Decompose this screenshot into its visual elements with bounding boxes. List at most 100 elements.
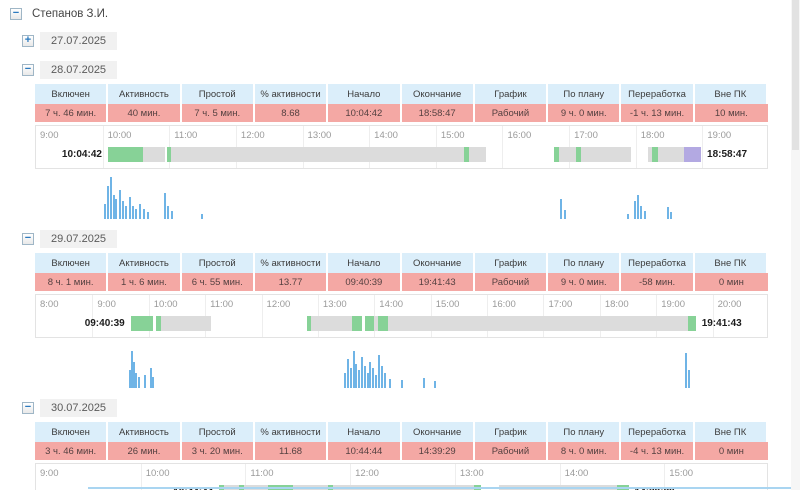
hour-tick-label: 13:00 bbox=[307, 130, 332, 141]
stat-cell: 13.77 bbox=[254, 273, 329, 291]
day-block: Включен Активность Простой% активности Нача… bbox=[35, 422, 768, 490]
session-end-time: 19:41:43 bbox=[701, 318, 742, 329]
timeline-hour-cell: 18:00 bbox=[635, 126, 703, 168]
timeline-hour-cell: 20:00 bbox=[712, 295, 769, 337]
timeline-segment-active bbox=[306, 316, 312, 331]
timeline-hour-cell: 10:00 bbox=[102, 126, 170, 168]
hour-tick-label: 19:00 bbox=[661, 299, 685, 310]
histogram-bar bbox=[372, 368, 375, 388]
histogram-bar bbox=[563, 210, 566, 219]
histogram-bar bbox=[355, 364, 358, 388]
expand-icon[interactable]: + bbox=[22, 35, 34, 47]
column-header: Переработка bbox=[621, 422, 695, 442]
hour-tick-label: 17:00 bbox=[548, 299, 573, 310]
histogram-bar bbox=[560, 199, 563, 219]
histogram-bar bbox=[128, 370, 131, 388]
column-header: Активность bbox=[108, 253, 182, 273]
timeline: 8:00 9:00 10:00 11:00 12:00 13:00 14:00 15:00 16… bbox=[35, 294, 768, 338]
stat-cell: Рабочий bbox=[474, 273, 549, 291]
timeline-segment-idle bbox=[469, 147, 486, 162]
activity-table: Включен Активность Простой% активности Нача… bbox=[35, 422, 768, 460]
timeline-segment-idle bbox=[311, 316, 352, 331]
stat-cell: 9 ч. 0 мин. bbox=[548, 273, 622, 291]
employee-name: Степанов З.И. bbox=[32, 8, 109, 20]
histogram-bar bbox=[640, 206, 643, 219]
stat-cell: 11.68 bbox=[254, 442, 329, 460]
timeline-hour-cell: 10:00 bbox=[140, 464, 246, 490]
histogram-bar bbox=[167, 206, 170, 219]
hour-tick-label: 15:00 bbox=[435, 299, 460, 310]
timeline-hour-cell: 8:00 bbox=[36, 295, 92, 337]
hour-tick-label: 9:00 bbox=[40, 468, 59, 479]
day-block: Включен Активность Простой% активности Нача… bbox=[35, 253, 768, 338]
column-header: Начало bbox=[328, 253, 402, 273]
hour-tick-label: 14:00 bbox=[379, 299, 404, 310]
column-header: % активности bbox=[254, 84, 329, 104]
column-header: Включен bbox=[35, 84, 109, 104]
vertical-scrollbar[interactable] bbox=[791, 0, 800, 490]
collapse-icon[interactable]: − bbox=[10, 8, 22, 20]
timeline-hour-cell: 19:00 bbox=[702, 126, 769, 168]
hour-tick-label: 16:00 bbox=[507, 130, 532, 141]
date-label[interactable]: 30.07.2025 bbox=[40, 399, 118, 417]
timeline-segment-active bbox=[553, 147, 560, 162]
tree-node-date: −28.07.2025 bbox=[22, 61, 800, 79]
tree-node-date: −30.07.2025 bbox=[22, 399, 800, 417]
stat-cell: 10:04:42 bbox=[328, 104, 402, 122]
histogram-bar bbox=[128, 197, 131, 219]
histogram-bar bbox=[149, 368, 152, 388]
activity-table: Включен Активность Простой% активности Нача… bbox=[35, 84, 768, 122]
hour-tick-label: 10:00 bbox=[153, 299, 178, 310]
cutoff-element-line bbox=[88, 487, 800, 489]
histogram-bar bbox=[358, 370, 361, 388]
column-header: По плану bbox=[548, 253, 622, 273]
histogram-bar bbox=[434, 381, 437, 388]
timeline-segment-active bbox=[155, 316, 162, 331]
column-header: Включен bbox=[35, 422, 109, 442]
timeline-hour-cell: 9:00 bbox=[36, 464, 141, 490]
column-header: Активность bbox=[108, 422, 182, 442]
hour-tick-label: 12:00 bbox=[240, 130, 265, 141]
stat-cell: 14:39:29 bbox=[401, 442, 475, 460]
histogram-bar bbox=[125, 206, 128, 219]
stat-cell: 18:58:47 bbox=[401, 104, 475, 122]
column-header: По плану bbox=[548, 84, 622, 104]
column-header: По плану bbox=[548, 422, 622, 442]
column-header: Простой bbox=[181, 84, 255, 104]
timeline-hour-cell: 11:00 bbox=[245, 464, 350, 490]
activity-histogram bbox=[35, 173, 768, 219]
stat-cell: 8 ч. 0 мин. bbox=[548, 442, 622, 460]
date-label[interactable]: 27.07.2025 bbox=[40, 32, 118, 50]
scrollbar-thumb[interactable] bbox=[792, 0, 799, 150]
collapse-icon[interactable]: − bbox=[22, 233, 34, 245]
histogram-bar bbox=[130, 351, 133, 388]
hour-tick-label: 13:00 bbox=[322, 299, 347, 310]
timeline-hour-cell: 14:00 bbox=[559, 464, 665, 490]
date-label[interactable]: 28.07.2025 bbox=[40, 61, 118, 79]
timeline-segment-idle bbox=[161, 316, 211, 331]
timeline: 9:00 10:00 11:00 12:00 13:00 14:00 15:00 16:00 1… bbox=[35, 125, 768, 169]
histogram-bar bbox=[637, 195, 640, 219]
hour-tick-label: 11:00 bbox=[210, 299, 234, 310]
timeline-segment-active bbox=[652, 147, 658, 162]
hour-tick-label: 10:00 bbox=[107, 130, 132, 141]
hour-tick-label: 9:00 bbox=[97, 299, 116, 310]
timeline-segment-idle bbox=[142, 147, 165, 162]
session-end-time: 18:58:47 bbox=[707, 149, 748, 160]
histogram-bar bbox=[109, 177, 112, 219]
tree-node-date: +27.07.2025 bbox=[22, 32, 800, 50]
column-header: Окончание bbox=[401, 253, 475, 273]
session-start-time: 09:40:39 bbox=[84, 318, 125, 329]
collapse-icon[interactable]: − bbox=[22, 402, 34, 414]
histogram-bar bbox=[131, 206, 134, 219]
timeline-hour-cell: 15:00 bbox=[664, 464, 769, 490]
timeline-segment-idle bbox=[657, 147, 685, 162]
collapse-icon[interactable]: − bbox=[22, 64, 34, 76]
column-header: Окончание bbox=[401, 422, 475, 442]
column-header: Окончание bbox=[401, 84, 475, 104]
histogram-bar bbox=[643, 211, 646, 219]
histogram-bar bbox=[380, 366, 383, 388]
stat-cell: 1 ч. 6 мин. bbox=[108, 273, 182, 291]
date-label[interactable]: 29.07.2025 bbox=[40, 230, 118, 248]
